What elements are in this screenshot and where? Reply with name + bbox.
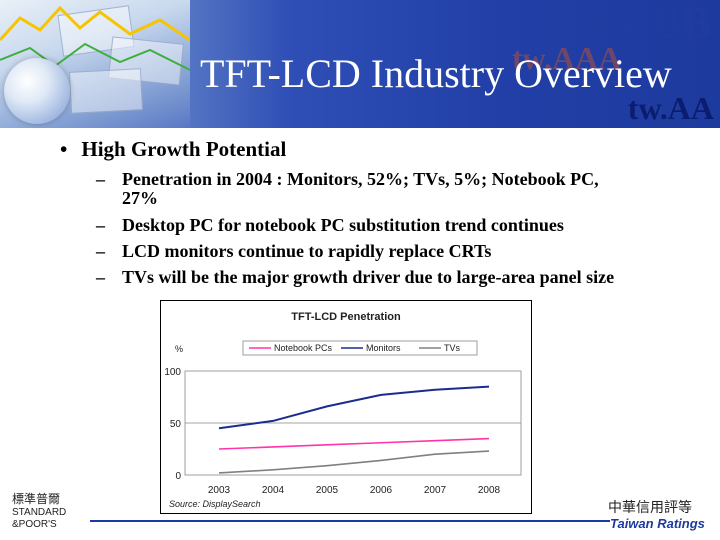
sub-item-text: LCD monitors continue to rapidly replace…	[122, 241, 492, 261]
header-banner: tw.BB tw.AAA TFT-LCD Industry Overview t…	[0, 0, 720, 128]
watermark-bottom: tw.AA	[627, 90, 714, 126]
y-tick-label: 50	[170, 419, 182, 430]
y-tick-label: 100	[164, 367, 181, 378]
series-line	[218, 450, 490, 474]
y-axis-label: %	[175, 344, 183, 354]
sp-logo-line: STANDARD	[12, 507, 67, 518]
y-tick-label: 0	[175, 471, 181, 482]
x-tick-label: 2004	[262, 485, 285, 496]
sub-item-text: TVs will be the major growth driver due …	[122, 267, 615, 287]
sub-marker: –	[96, 241, 105, 261]
sub-item-text: Desktop PC for notebook PC substitution …	[122, 215, 564, 235]
sub-marker: –	[96, 215, 105, 235]
globe-icon	[4, 58, 70, 124]
footer-divider	[90, 520, 610, 522]
sub-item-text: Penetration in 2004 : Monitors, 52%; TVs…	[122, 169, 599, 189]
legend-label: Notebook PCs	[274, 343, 333, 353]
chart-source: Source: DisplaySearch	[169, 499, 261, 509]
taiwan-ratings-logo-en: Taiwan Ratings	[610, 516, 705, 531]
sub-marker: –	[96, 267, 105, 287]
x-tick-label: 2008	[478, 485, 501, 496]
bullet-marker: •	[60, 137, 68, 161]
chart-title: TFT-LCD Penetration	[291, 311, 401, 323]
taiwan-ratings-logo-zh: 中華信用評等	[608, 500, 692, 516]
sp-logo-line: 標準普爾	[12, 492, 61, 506]
sp-logo-line: &POOR'S	[12, 519, 57, 530]
sub-marker: –	[96, 169, 105, 189]
x-tick-label: 2005	[316, 485, 339, 496]
chart-canvas: TFT-LCD Penetration% Notebook PCs Monitors…	[164, 311, 522, 509]
x-tick-label: 2007	[424, 485, 447, 496]
sp-logo: 標準普爾 STANDARD &POOR'S	[12, 490, 82, 536]
main-bullet-text: High Growth Potential	[81, 137, 287, 161]
x-tick-label: 2006	[370, 485, 393, 496]
page-title: TFT-LCD Industry Overview	[200, 51, 672, 96]
x-tick-label: 2003	[208, 485, 231, 496]
sub-item-text: 27%	[122, 188, 158, 208]
watermark-top: tw.BB	[593, 0, 712, 48]
banner-chart-lines	[0, 5, 190, 71]
legend-label: TVs	[444, 343, 461, 353]
legend-label: Monitors	[366, 343, 401, 353]
watermark-mid: tw.AAA	[512, 40, 622, 76]
main-bullet: • High Growth Potential	[60, 137, 286, 162]
series-line	[218, 385, 490, 430]
series-line	[218, 437, 490, 450]
penetration-chart: TFT-LCD Penetration% Notebook PCs Monitors…	[160, 300, 532, 514]
